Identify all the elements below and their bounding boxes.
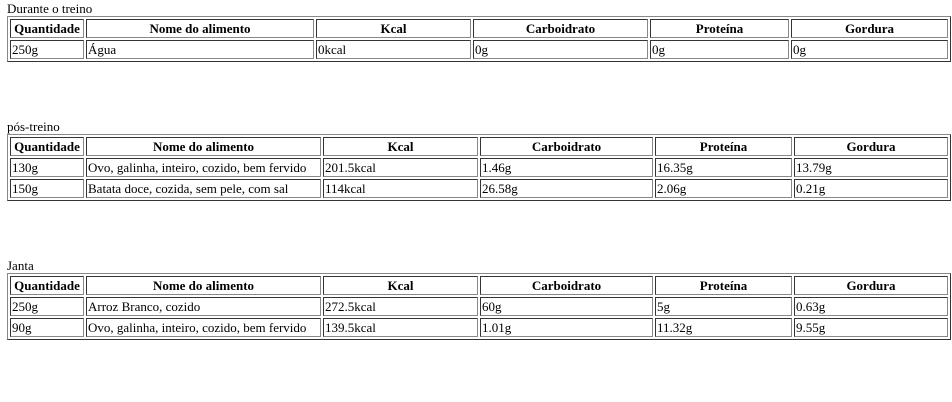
header-cell: Nome do alimento bbox=[86, 137, 321, 156]
data-cell: 5g bbox=[655, 297, 792, 316]
header-cell: Proteína bbox=[655, 276, 792, 295]
data-cell: 0g bbox=[650, 40, 789, 59]
header-cell: Gordura bbox=[794, 137, 948, 156]
data-cell: 0g bbox=[473, 40, 648, 59]
data-row: 90g Ovo, galinha, inteiro, cozido, bem fe… bbox=[10, 318, 948, 337]
header-cell: Carboidrato bbox=[473, 19, 648, 38]
data-row: 250g Arroz Branco, cozido 272.5kcal 60g 5g 0.… bbox=[10, 297, 948, 316]
content: Durante o treino Quantidade Nome do alimen… bbox=[7, 1, 951, 340]
header-cell: Nome do alimento bbox=[86, 276, 321, 295]
data-row: 150g Batata doce, cozida, sem pele, com s… bbox=[10, 179, 948, 198]
data-cell: Ovo, galinha, inteiro, cozido, bem fervi… bbox=[86, 318, 321, 337]
data-cell: 9.55g bbox=[794, 318, 948, 337]
header-row: Quantidade Nome do alimento Kcal Carboidrat… bbox=[10, 137, 948, 156]
data-cell: 114kcal bbox=[323, 179, 478, 198]
data-cell: 11.32g bbox=[655, 318, 792, 337]
header-cell: Carboidrato bbox=[480, 137, 653, 156]
nutrition-table: Quantidade Nome do alimento Kcal Carboidrat… bbox=[7, 16, 951, 62]
data-cell: 1.01g bbox=[480, 318, 653, 337]
header-cell: Kcal bbox=[323, 137, 478, 156]
data-cell: 250g bbox=[10, 297, 84, 316]
data-cell: 1.46g bbox=[480, 158, 653, 177]
header-cell: Nome do alimento bbox=[86, 19, 314, 38]
data-cell: 0kcal bbox=[316, 40, 471, 59]
data-cell: 150g bbox=[10, 179, 84, 198]
data-cell: Ovo, galinha, inteiro, cozido, bem fervi… bbox=[86, 158, 321, 177]
data-cell: 90g bbox=[10, 318, 84, 337]
data-cell: 0g bbox=[791, 40, 948, 59]
header-cell: Quantidade bbox=[10, 137, 84, 156]
header-cell: Kcal bbox=[316, 19, 471, 38]
data-row: 130g Ovo, galinha, inteiro, cozido, bem f… bbox=[10, 158, 948, 177]
section-caption: Durante o treino bbox=[7, 1, 93, 16]
data-cell: 0.63g bbox=[794, 297, 948, 316]
section-caption: Janta bbox=[7, 258, 34, 273]
data-cell: 201.5kcal bbox=[323, 158, 478, 177]
data-cell: Batata doce, cozida, sem pele, com sal bbox=[86, 179, 321, 198]
data-cell: 16.35g bbox=[655, 158, 792, 177]
header-cell: Quantidade bbox=[10, 19, 84, 38]
data-cell: 250g bbox=[10, 40, 84, 59]
header-cell: Quantidade bbox=[10, 276, 84, 295]
data-row: 250g Água 0kcal 0g 0g 0g bbox=[10, 40, 948, 59]
header-row: Quantidade Nome do alimento Kcal Carboidrat… bbox=[10, 276, 948, 295]
header-row: Quantidade Nome do alimento Kcal Carboidrat… bbox=[10, 19, 948, 38]
header-cell: Gordura bbox=[791, 19, 948, 38]
data-cell: 0.21g bbox=[794, 179, 948, 198]
data-cell: Água bbox=[86, 40, 314, 59]
data-cell: 139.5kcal bbox=[323, 318, 478, 337]
data-cell: 60g bbox=[480, 297, 653, 316]
nutrition-table: Quantidade Nome do alimento Kcal Carboidrat… bbox=[7, 273, 951, 340]
header-cell: Proteína bbox=[655, 137, 792, 156]
header-cell: Gordura bbox=[794, 276, 948, 295]
section-caption: pós-treino bbox=[7, 119, 60, 134]
data-cell: 130g bbox=[10, 158, 84, 177]
header-cell: Proteína bbox=[650, 19, 789, 38]
data-cell: 13.79g bbox=[794, 158, 948, 177]
header-cell: Kcal bbox=[323, 276, 478, 295]
nutrition-table: Quantidade Nome do alimento Kcal Carboidrat… bbox=[7, 134, 951, 201]
data-cell: Arroz Branco, cozido bbox=[86, 297, 321, 316]
header-cell: Carboidrato bbox=[480, 276, 653, 295]
data-cell: 2.06g bbox=[655, 179, 792, 198]
data-cell: 272.5kcal bbox=[323, 297, 478, 316]
data-cell: 26.58g bbox=[480, 179, 653, 198]
